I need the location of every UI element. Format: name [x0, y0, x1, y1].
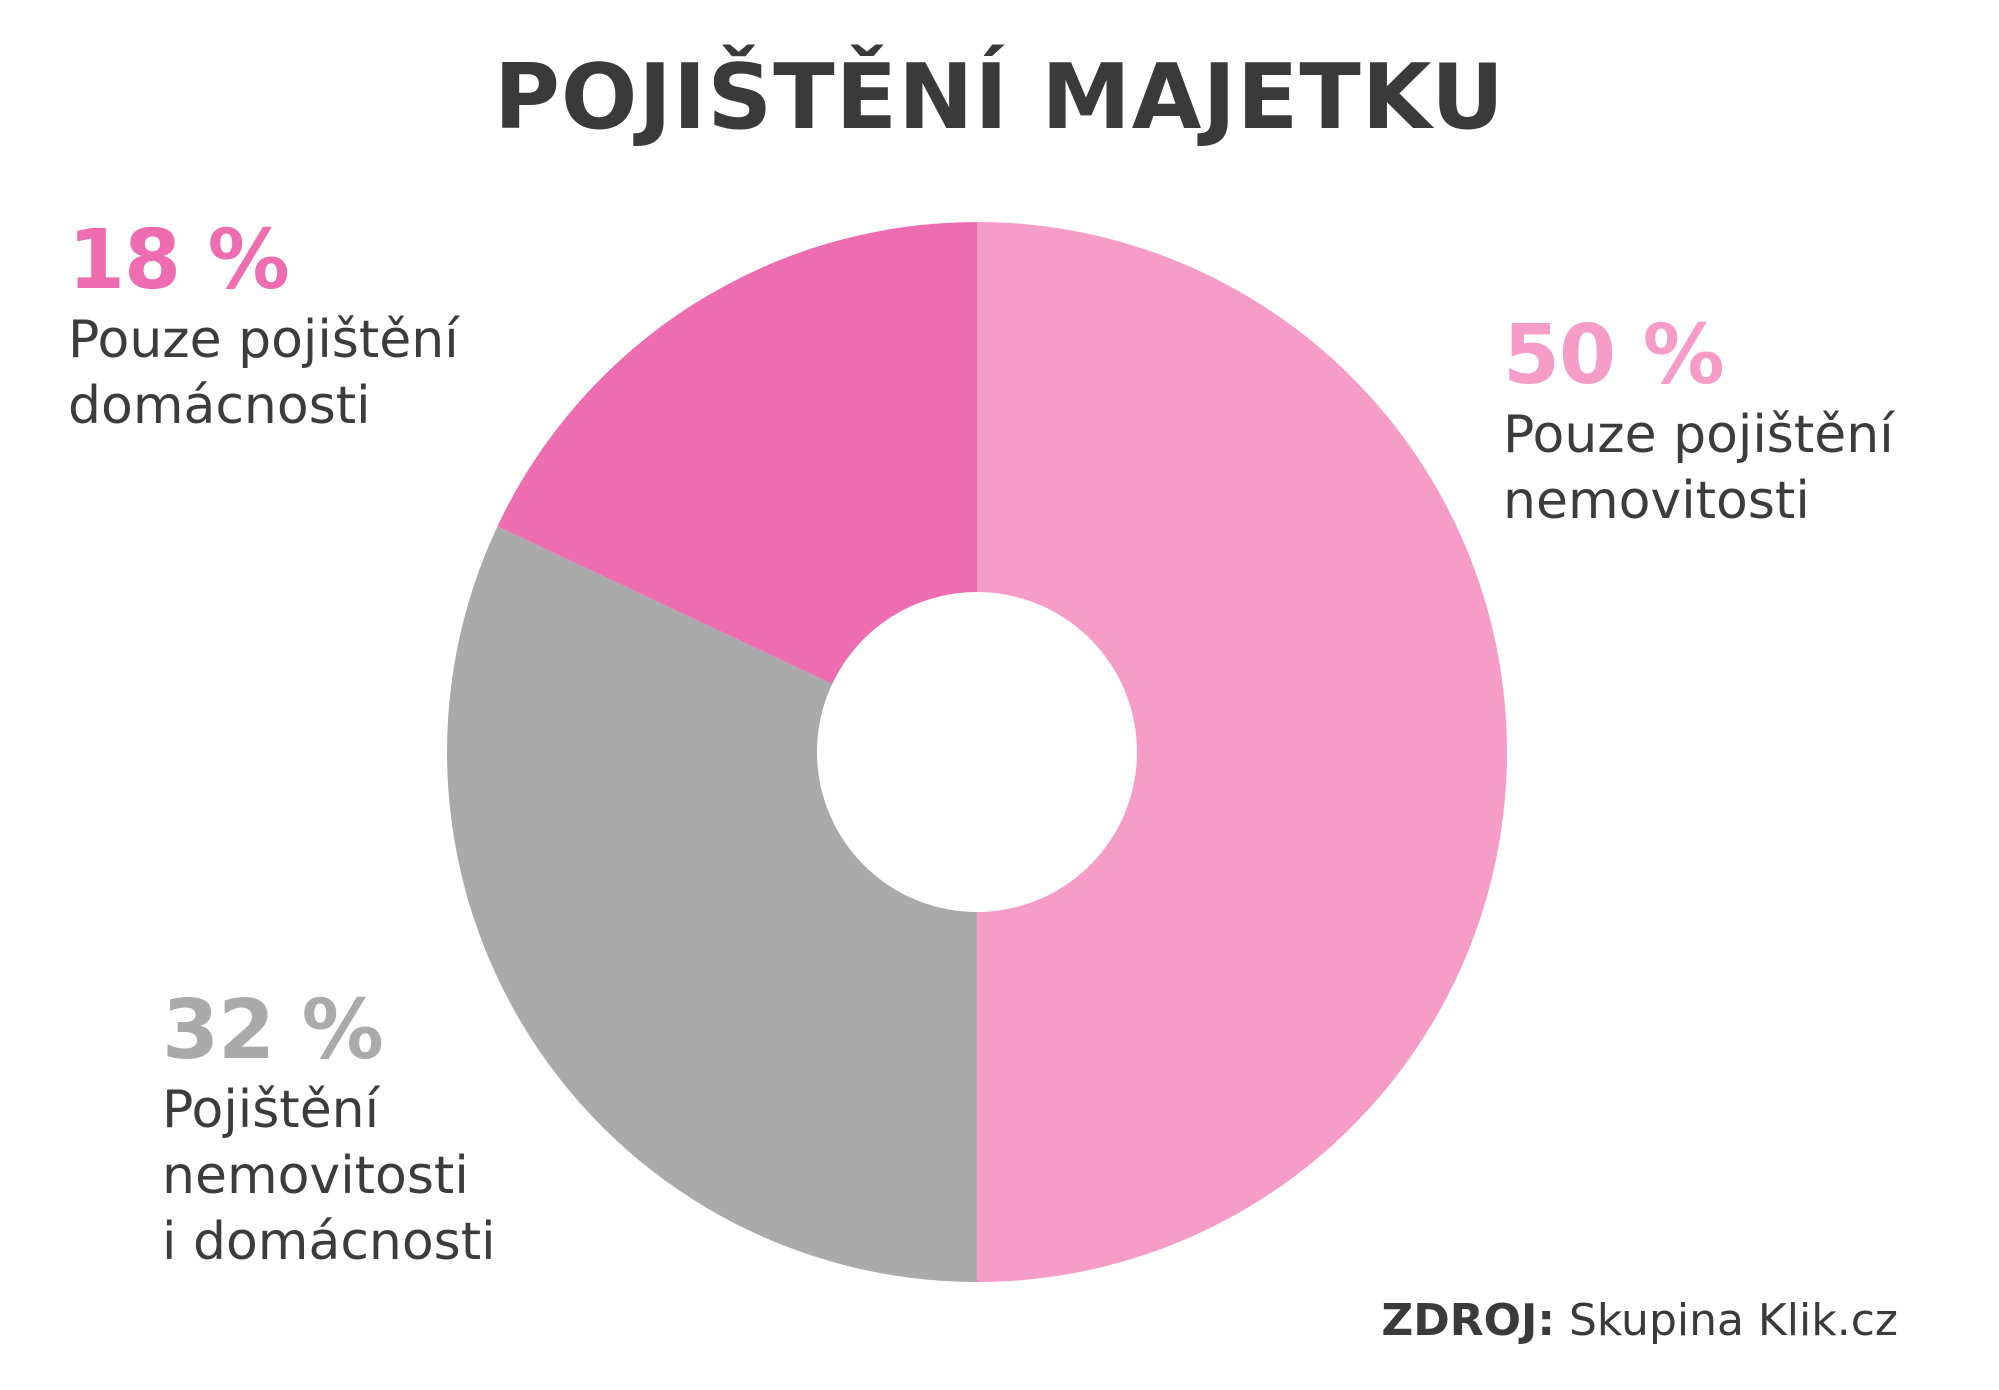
slice-label-property-only: 50 % Pouze pojištění nemovitosti	[1503, 310, 1894, 534]
source-key: ZDROJ:	[1381, 1295, 1555, 1346]
slice-label-home-only: 18 % Pouze pojištění domácnosti	[68, 215, 459, 439]
slice-property-only	[977, 222, 1507, 1282]
slice-both	[446, 526, 977, 1282]
slice-description-home-only: Pouze pojištění domácnosti	[68, 310, 459, 436]
slice-description-both: Pojištění nemovitosti i domácnosti	[162, 1080, 496, 1272]
source-note: ZDROJ: Skupina Klik.cz	[1381, 1295, 1898, 1346]
chart-title: POJIŠTĚNÍ MAJETKU	[493, 45, 1506, 150]
slice-home-only	[497, 221, 977, 684]
slice-percent-both: 32 %	[162, 983, 384, 1078]
source-value: Skupina Klik.cz	[1569, 1295, 1898, 1346]
slice-percent-home-only: 18 %	[68, 213, 290, 308]
slice-description-property-only: Pouze pojištění nemovitosti	[1503, 405, 1894, 531]
slice-label-both: 32 % Pojištění nemovitosti i domácnosti	[162, 985, 496, 1275]
slice-percent-property-only: 50 %	[1503, 308, 1725, 403]
